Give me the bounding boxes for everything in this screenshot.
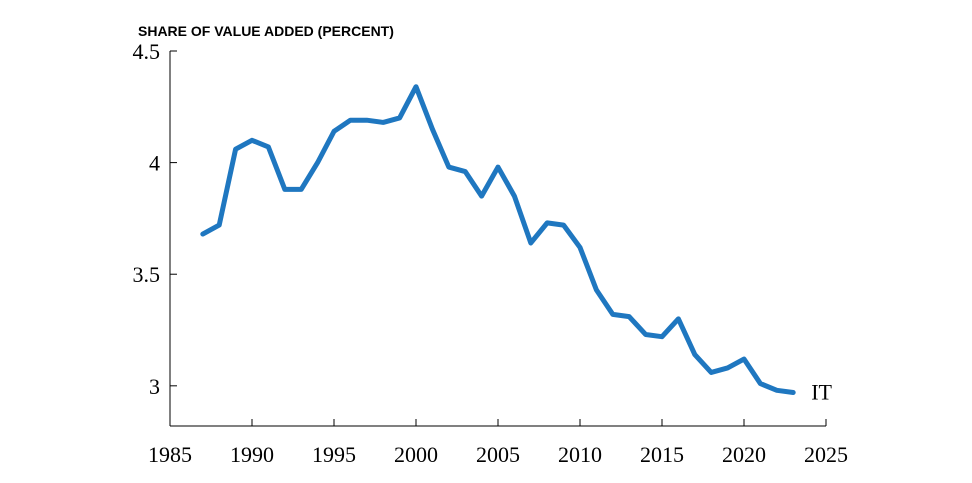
y-tick-label: 3: [149, 374, 160, 399]
x-tick-label: 2020: [722, 442, 766, 467]
series-line-it: [200, 84, 796, 396]
series-group: IT: [200, 84, 833, 405]
x-tick-label: 1995: [312, 442, 356, 467]
y-tick-label: 4: [149, 151, 160, 176]
x-tick-label: 2010: [558, 442, 602, 467]
y-ticks: 3 3.5 4 4.5: [133, 39, 177, 399]
x-tick-label: 2000: [394, 442, 438, 467]
x-ticks: 1985 1990 1995 2000 2005 2010 2015 2020 2025: [148, 419, 848, 467]
x-tick-label: 2005: [476, 442, 520, 467]
y-tick-label: 3.5: [133, 262, 161, 287]
x-tick-label: 1990: [230, 442, 274, 467]
x-tick-label: 1985: [148, 442, 192, 467]
x-tick-label: 2025: [804, 442, 848, 467]
y-axis-title: SHARE OF VALUE ADDED (PERCENT): [138, 23, 394, 39]
series-label-it: IT: [811, 380, 832, 405]
y-tick-label: 4.5: [133, 39, 161, 64]
x-tick-label: 2015: [640, 442, 684, 467]
